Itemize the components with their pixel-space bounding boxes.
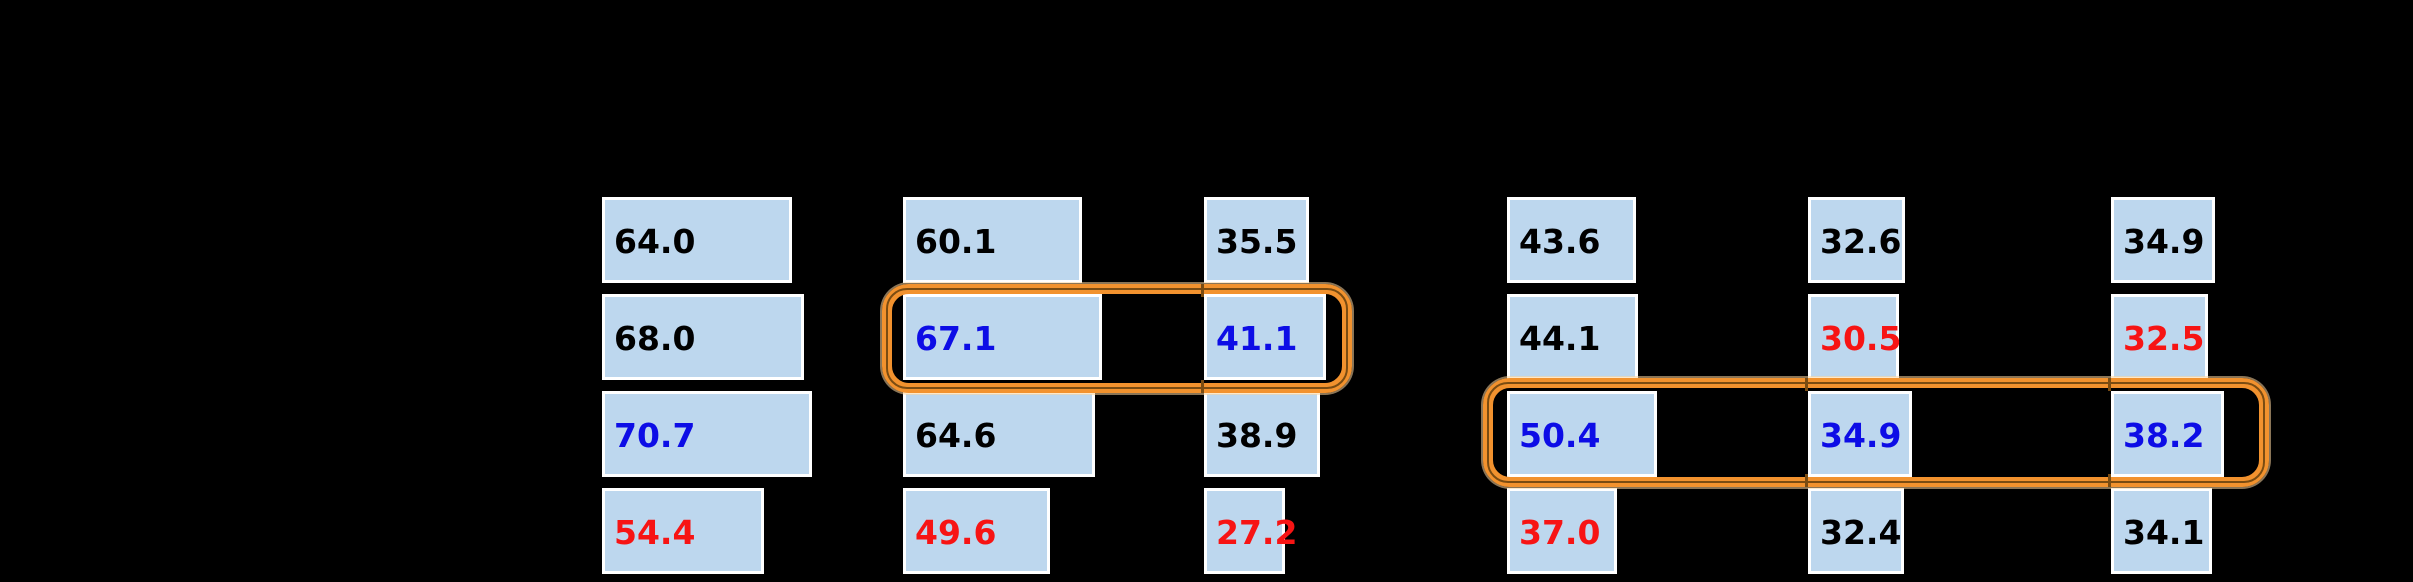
bar-value-label: 70.7 [614, 416, 696, 455]
bar-group2-row2: 67.1 [903, 294, 1102, 380]
bar-value-label: 68.0 [614, 319, 696, 358]
bar-group6-row3: 38.2 [2111, 391, 2224, 477]
bar-group2-row1: 60.1 [903, 197, 1082, 283]
bar-value-label: 64.6 [915, 416, 997, 455]
bar-value-label: 30.5 [1820, 319, 1902, 358]
bar-group6-row4: 34.1 [2111, 488, 2212, 574]
bar-value-label: 32.6 [1820, 222, 1902, 261]
bar-group5-row3: 34.9 [1808, 391, 1912, 477]
highlight-box-midline [886, 288, 1348, 389]
highlight-seam-tick [1201, 380, 1204, 393]
bar-value-label: 64.0 [614, 222, 696, 261]
bar-value-label: 43.6 [1519, 222, 1601, 261]
bar-value-label: 34.1 [2123, 513, 2205, 552]
bar-group3-row2: 41.1 [1204, 294, 1326, 380]
bar-value-label: 27.2 [1216, 513, 1298, 552]
bar-group5-row2: 30.5 [1808, 294, 1902, 380]
bar-value-label: 38.9 [1216, 416, 1298, 455]
bar-group4-row2: 44.1 [1507, 294, 1638, 380]
bar-group3-row4: 27.2 [1204, 488, 1297, 574]
bar-group1-row4: 54.4 [602, 488, 764, 574]
bar-value-label: 32.5 [2123, 319, 2205, 358]
bar-group1-row1: 64.0 [602, 197, 792, 283]
highlight-seam-tick [2108, 378, 2111, 391]
bar-group4-row4: 37.0 [1507, 488, 1617, 574]
bar-group2-row4: 49.6 [903, 488, 1050, 574]
bar-value-label: 49.6 [915, 513, 997, 552]
highlight-box-midline [1487, 382, 2265, 483]
bar-value-label: 50.4 [1519, 416, 1601, 455]
bar-value-label: 32.4 [1820, 513, 1902, 552]
bar-group1-row2: 68.0 [602, 294, 804, 380]
highlight-seam-tick [1805, 474, 1808, 487]
bar-value-label: 41.1 [1216, 319, 1298, 358]
bar-group3-row3: 38.9 [1204, 391, 1320, 477]
bar-group5-row4: 32.4 [1808, 488, 1904, 574]
bar-group3-row1: 35.5 [1204, 197, 1309, 283]
bar-group6-row2: 32.5 [2111, 294, 2208, 380]
bar-group6-row1: 34.9 [2111, 197, 2215, 283]
bar-group1-row3: 70.7 [602, 391, 812, 477]
bar-group4-row1: 43.6 [1507, 197, 1636, 283]
highlight-seam-tick [1805, 378, 1808, 391]
bar-value-label: 67.1 [915, 319, 997, 358]
bar-group2-row3: 64.6 [903, 391, 1095, 477]
bar-group5-row1: 32.6 [1808, 197, 1905, 283]
bar-group4-row3: 50.4 [1507, 391, 1657, 477]
highlight-seam-tick [2108, 474, 2111, 487]
bar-value-label: 44.1 [1519, 319, 1601, 358]
bar-value-label: 35.5 [1216, 222, 1298, 261]
bar-value-label: 60.1 [915, 222, 997, 261]
bar-value-label: 34.9 [2123, 222, 2205, 261]
bar-value-label: 37.0 [1519, 513, 1601, 552]
bar-value-label: 54.4 [614, 513, 696, 552]
bar-value-label: 34.9 [1820, 416, 1902, 455]
bar-value-label: 38.2 [2123, 416, 2205, 455]
highlight-seam-tick [1201, 284, 1204, 297]
